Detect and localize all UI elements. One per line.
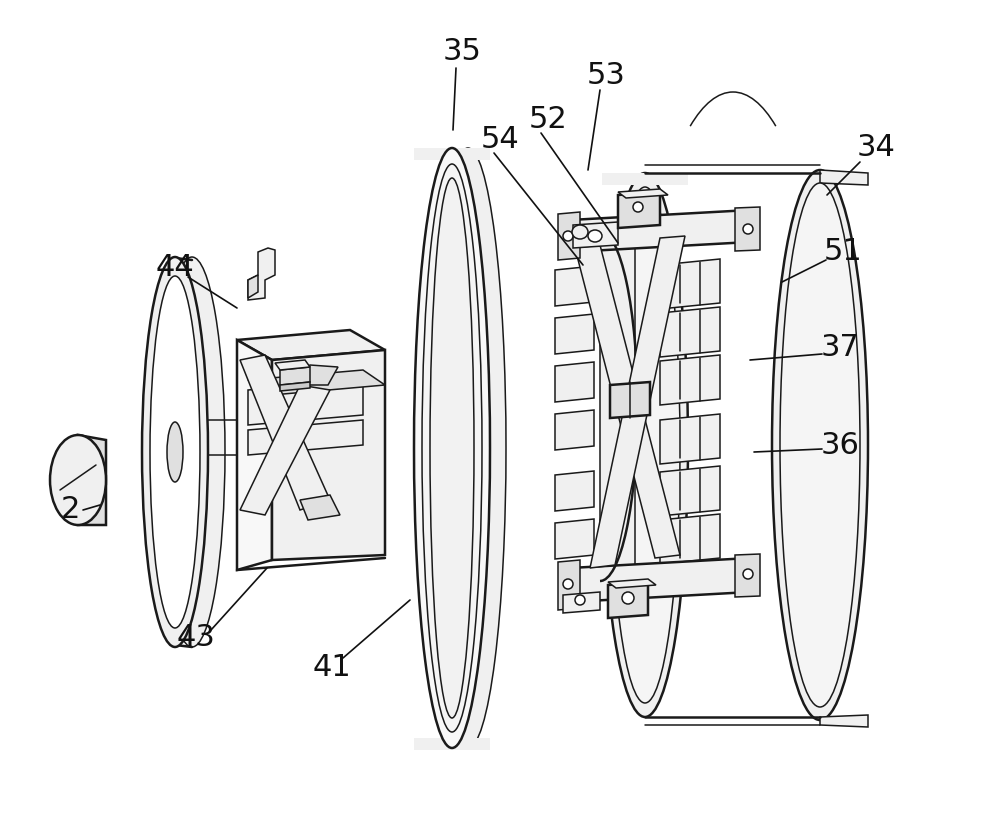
Polygon shape (248, 248, 275, 300)
Ellipse shape (563, 579, 573, 589)
Polygon shape (618, 192, 660, 228)
Polygon shape (590, 236, 685, 568)
Ellipse shape (610, 187, 680, 703)
Ellipse shape (588, 230, 602, 242)
Ellipse shape (743, 569, 753, 579)
Polygon shape (660, 466, 720, 516)
Ellipse shape (572, 225, 588, 239)
Ellipse shape (743, 224, 753, 234)
Polygon shape (660, 514, 720, 564)
Ellipse shape (602, 173, 688, 717)
Polygon shape (300, 365, 338, 385)
Polygon shape (570, 210, 750, 252)
Polygon shape (237, 330, 385, 360)
Text: 2: 2 (60, 496, 80, 524)
Polygon shape (237, 340, 272, 570)
Polygon shape (618, 189, 668, 198)
Text: 35: 35 (443, 37, 481, 67)
Ellipse shape (430, 178, 474, 718)
Polygon shape (735, 207, 760, 251)
Ellipse shape (142, 257, 208, 647)
Text: 34: 34 (857, 133, 895, 163)
Text: 41: 41 (313, 654, 351, 682)
Polygon shape (660, 414, 720, 464)
Polygon shape (570, 558, 750, 602)
Polygon shape (280, 367, 310, 385)
Ellipse shape (50, 435, 106, 525)
Polygon shape (610, 382, 650, 418)
Polygon shape (660, 307, 720, 357)
Text: 44: 44 (156, 253, 194, 282)
Polygon shape (414, 148, 490, 160)
Ellipse shape (159, 257, 225, 647)
Polygon shape (275, 360, 310, 370)
Polygon shape (660, 259, 720, 309)
Polygon shape (248, 370, 385, 395)
Polygon shape (608, 582, 648, 618)
Polygon shape (248, 420, 363, 455)
Polygon shape (555, 314, 594, 354)
Polygon shape (660, 355, 720, 405)
Polygon shape (248, 380, 363, 425)
Ellipse shape (150, 276, 200, 628)
Polygon shape (600, 232, 635, 583)
Ellipse shape (414, 148, 490, 748)
Text: 43: 43 (177, 624, 215, 653)
Polygon shape (558, 212, 580, 260)
Polygon shape (602, 173, 688, 185)
Polygon shape (248, 275, 258, 298)
Polygon shape (272, 350, 385, 560)
Polygon shape (414, 738, 490, 750)
Ellipse shape (633, 202, 643, 212)
Ellipse shape (563, 231, 573, 241)
Polygon shape (575, 245, 680, 558)
Text: 54: 54 (481, 125, 519, 155)
Ellipse shape (430, 148, 506, 748)
Polygon shape (573, 222, 618, 248)
Polygon shape (555, 519, 594, 559)
Ellipse shape (575, 595, 585, 605)
Polygon shape (280, 382, 310, 391)
Text: 53: 53 (587, 60, 625, 90)
Polygon shape (735, 554, 760, 597)
Polygon shape (555, 362, 594, 402)
Polygon shape (558, 560, 580, 610)
Polygon shape (820, 715, 868, 727)
Polygon shape (563, 592, 600, 613)
Polygon shape (300, 495, 340, 520)
Text: 37: 37 (821, 334, 859, 362)
Polygon shape (555, 410, 594, 450)
Polygon shape (555, 471, 594, 511)
Polygon shape (820, 170, 868, 185)
Text: 52: 52 (529, 106, 567, 134)
Polygon shape (78, 435, 106, 525)
Ellipse shape (167, 422, 183, 482)
Ellipse shape (622, 592, 634, 604)
Polygon shape (240, 385, 330, 515)
Ellipse shape (422, 164, 482, 732)
Polygon shape (608, 579, 656, 588)
Text: 51: 51 (824, 238, 862, 266)
Ellipse shape (780, 183, 860, 707)
Text: 36: 36 (821, 431, 859, 459)
Ellipse shape (772, 170, 868, 720)
Polygon shape (555, 266, 594, 306)
Polygon shape (240, 355, 330, 510)
